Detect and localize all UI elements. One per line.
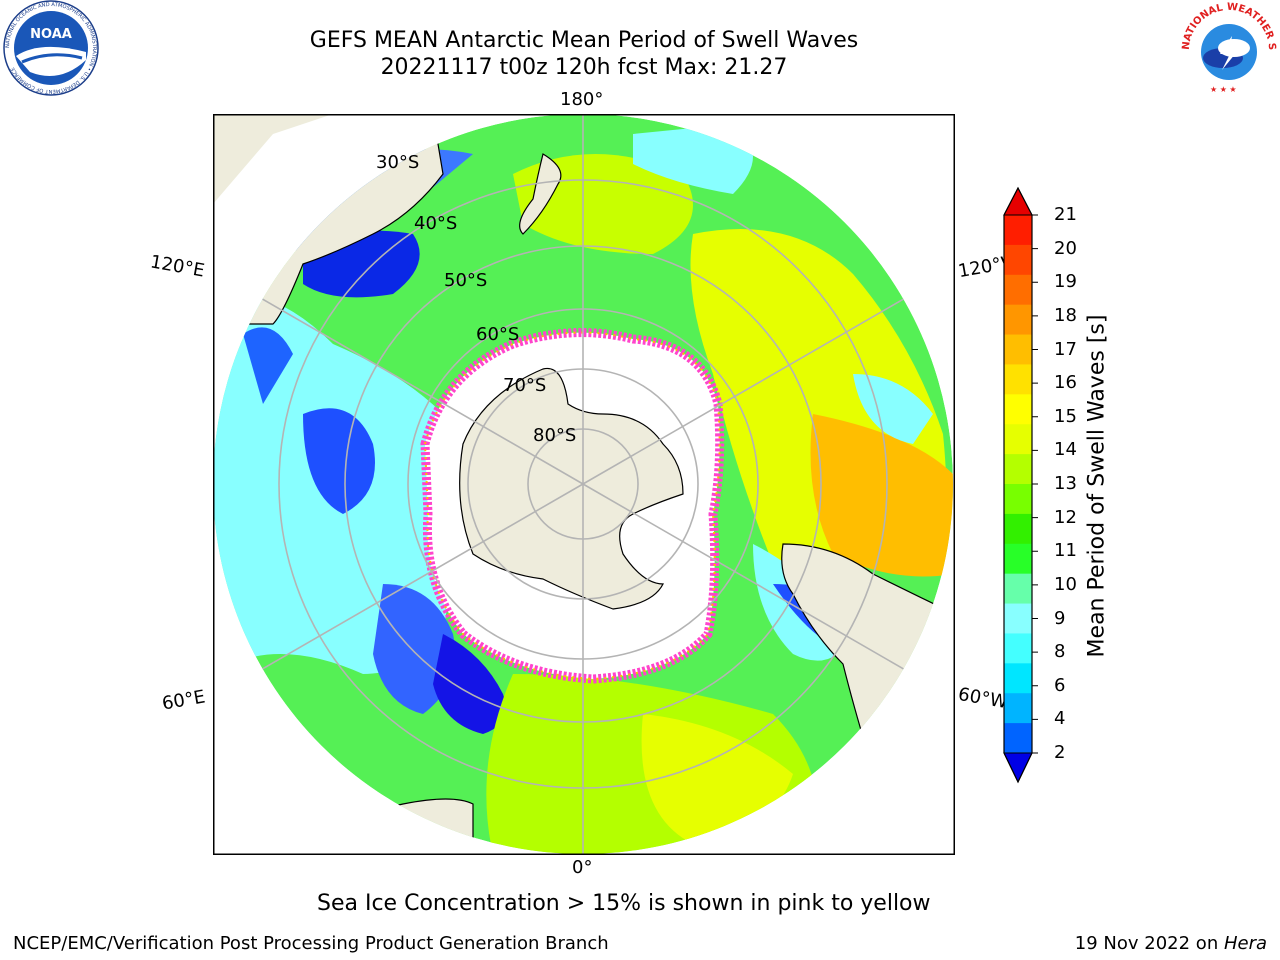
colorbar-tick-label: 13 bbox=[1054, 473, 1077, 494]
colorbar-band bbox=[1004, 424, 1032, 455]
colorbar-tick-label: 21 bbox=[1054, 204, 1077, 225]
colorbar-tick-label: 4 bbox=[1054, 708, 1066, 730]
colorbar-tick-label: 20 bbox=[1054, 237, 1077, 259]
lat-label-80s: 80°S bbox=[533, 425, 577, 446]
colorbar-band bbox=[1004, 603, 1032, 634]
noaa-logo-text: NOAA bbox=[30, 27, 72, 42]
lat-label-30s: 30°S bbox=[376, 152, 420, 173]
colorbar-tick-label: 16 bbox=[1054, 372, 1077, 394]
colorbar-band bbox=[1004, 334, 1032, 365]
colorbar-tick-label: 15 bbox=[1054, 405, 1077, 427]
lon-label-180: 180° bbox=[560, 89, 604, 110]
nws-logo: NATIONAL WEATHER SERVICE ★ ★ ★ bbox=[1176, 0, 1277, 97]
plot-title: GEFS MEAN Antarctic Mean Period of Swell… bbox=[309, 28, 859, 53]
colorbar-title: Mean Period of Swell Waves [s] bbox=[1084, 314, 1110, 658]
colorbar-band bbox=[1004, 304, 1032, 336]
polar-map bbox=[213, 114, 955, 855]
lat-label-50s: 50°S bbox=[444, 270, 488, 291]
plot-subtitle: 20221117 t00z 120h fcst Max: 21.27 bbox=[380, 55, 788, 80]
colorbar-band bbox=[1004, 513, 1032, 545]
colorbar-tick-label: 9 bbox=[1054, 607, 1066, 629]
colorbar-band bbox=[1004, 543, 1032, 575]
lat-label-60s: 60°S bbox=[476, 324, 520, 345]
colorbar-band bbox=[1004, 573, 1032, 605]
colorbar-tick-label: 18 bbox=[1054, 304, 1077, 326]
colorbar bbox=[1003, 186, 1038, 784]
colorbar-tick-label: 8 bbox=[1054, 641, 1066, 663]
colorbar-band bbox=[1004, 484, 1032, 515]
colorbar-tick-label: 19 bbox=[1054, 271, 1077, 293]
lon-label-0: 0° bbox=[572, 857, 593, 878]
colorbar-band bbox=[1004, 663, 1032, 694]
colorbar-band bbox=[1004, 454, 1032, 485]
colorbar-tick-label: 17 bbox=[1054, 338, 1077, 360]
footer-right: 19 Nov 2022 on Hera bbox=[1075, 933, 1267, 954]
colorbar-tick-label: 10 bbox=[1054, 573, 1077, 595]
colorbar-tick-label: 6 bbox=[1054, 674, 1066, 696]
sea-ice-note: Sea Ice Concentration > 15% is shown in … bbox=[317, 891, 931, 916]
colorbar-tick-label: 12 bbox=[1054, 506, 1077, 528]
footer-date: 19 Nov 2022 on bbox=[1074, 933, 1224, 954]
colorbar-band bbox=[1004, 364, 1032, 395]
footer-left: NCEP/EMC/Verification Post Processing Pr… bbox=[13, 933, 609, 954]
lat-label-70s: 70°S bbox=[503, 375, 547, 396]
svg-text:★ ★ ★: ★ ★ ★ bbox=[1210, 85, 1237, 94]
colorbar-band bbox=[1004, 244, 1032, 276]
colorbar-tick-label: 14 bbox=[1054, 439, 1077, 461]
colorbar-band bbox=[1004, 394, 1032, 425]
colorbar-band bbox=[1004, 633, 1032, 664]
footer-machine: Hera bbox=[1223, 933, 1267, 954]
colorbar-tick-label: 11 bbox=[1054, 540, 1077, 562]
lat-label-40s: 40°S bbox=[414, 213, 458, 234]
lon-label-60e: 60°E bbox=[160, 686, 207, 715]
colorbar-band bbox=[1004, 274, 1032, 306]
colorbar-band bbox=[1004, 723, 1032, 754]
colorbar-max-arrow bbox=[1003, 186, 1033, 216]
noaa-logo: NATIONAL OCEANIC AND ATMOSPHERIC ADMINIS… bbox=[3, 0, 99, 96]
colorbar-tick-label: 2 bbox=[1054, 742, 1066, 763]
colorbar-band bbox=[1004, 693, 1032, 724]
colorbar-min-arrow bbox=[1003, 752, 1033, 784]
colorbar-band bbox=[1004, 215, 1032, 246]
lon-label-120e: 120°E bbox=[148, 251, 207, 282]
